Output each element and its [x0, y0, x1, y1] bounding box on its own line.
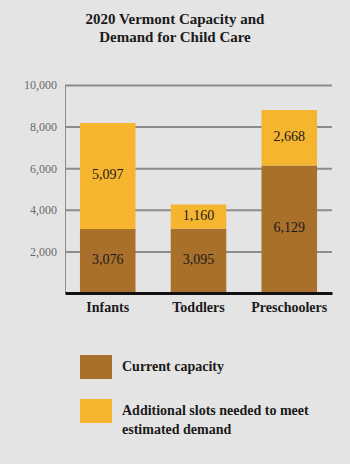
legend-item: Additional slots needed to meet estimate… — [80, 399, 322, 439]
y-axis-line — [65, 86, 66, 294]
bar — [261, 166, 317, 293]
bar — [261, 110, 317, 165]
legend-swatch — [80, 355, 112, 379]
data-label: 3,095 — [183, 252, 215, 267]
y-tick-label: 4,000 — [30, 203, 57, 217]
bar — [80, 123, 136, 229]
data-labels: 3,076 3,095 6,129 5,097 1,160 2,668 — [92, 129, 305, 267]
data-label: 5,097 — [92, 167, 124, 182]
y-tick-label: 8,000 — [30, 120, 57, 134]
y-tick-label: 10,000 — [24, 78, 57, 92]
x-tick-label: Preschoolers — [251, 300, 327, 315]
legend-swatch — [80, 399, 112, 423]
y-tick: 10,000 — [24, 78, 332, 92]
x-axis-line — [66, 292, 333, 295]
x-tick: Infants — [86, 300, 129, 315]
legend-label: Current capacity — [122, 355, 322, 376]
y-axis: 2,000 4,000 6,000 8,000 10,000 — [24, 78, 332, 293]
data-label: 1,160 — [183, 208, 215, 223]
data-label: 3,076 — [92, 252, 124, 267]
x-axis: Infants Toddlers Preschoolers — [66, 294, 333, 315]
bar — [171, 229, 227, 293]
grid-line — [65, 85, 332, 87]
bars — [80, 110, 317, 293]
y-tick-label: 2,000 — [30, 245, 57, 259]
title-box: 2020 Vermont Capacity and Demand for Chi… — [0, 10, 350, 46]
bar — [171, 204, 227, 228]
chart-box: 2,000 4,000 6,000 8,000 10,000 3,076 3,095 6,12… — [0, 0, 350, 464]
title: 2020 Vermont Capacity and Demand for Chi… — [68, 10, 283, 46]
legend-item: Current capacity — [80, 355, 322, 379]
x-tick-label: Infants — [86, 300, 129, 315]
page: {"chart_data": {"type": "bar", "title": … — [0, 0, 350, 464]
data-label: 2,668 — [274, 129, 306, 144]
x-tick: Toddlers — [172, 300, 225, 315]
legend-label: Additional slots needed to meet estimate… — [122, 399, 322, 439]
x-tick-label: Toddlers — [172, 300, 225, 315]
bar — [80, 229, 136, 293]
y-tick-label: 6,000 — [30, 162, 57, 176]
chart: 2,000 4,000 6,000 8,000 10,000 3,076 3,095 6,12… — [0, 0, 350, 464]
data-label: 6,129 — [274, 220, 306, 235]
x-tick: Preschoolers — [251, 300, 327, 315]
